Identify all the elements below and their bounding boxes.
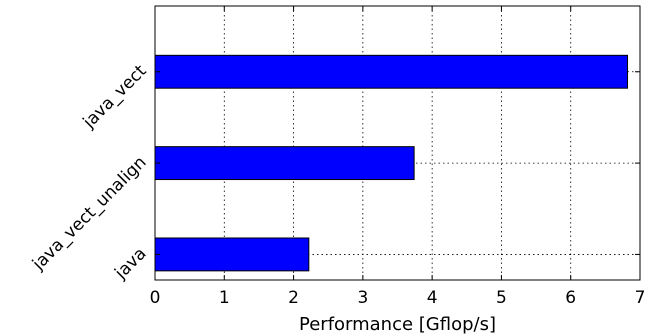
x-tick-label: 4 [427, 288, 438, 308]
y-tick-label: java [110, 244, 150, 284]
x-tick-label: 5 [496, 288, 507, 308]
axis-ticks [154, 6, 641, 280]
x-axis-title: Performance [Gflop/s] [299, 314, 496, 334]
x-tick-label: 7 [635, 288, 646, 308]
plot-frame [154, 5, 641, 281]
bar-java_vect_unalign [154, 146, 415, 181]
bar-java_vect [154, 54, 629, 89]
x-tick-label: 0 [150, 288, 161, 308]
x-tick-label: 1 [219, 288, 230, 308]
bar-java [154, 237, 310, 272]
x-tick-label: 6 [565, 288, 576, 308]
x-tick-labels: 0 1 2 3 4 5 6 7 [150, 288, 646, 308]
grid-lines [155, 6, 640, 280]
x-tick-label: 3 [357, 288, 368, 308]
y-tick-label: java_vect [79, 61, 151, 133]
x-tick-label: 2 [288, 288, 299, 308]
